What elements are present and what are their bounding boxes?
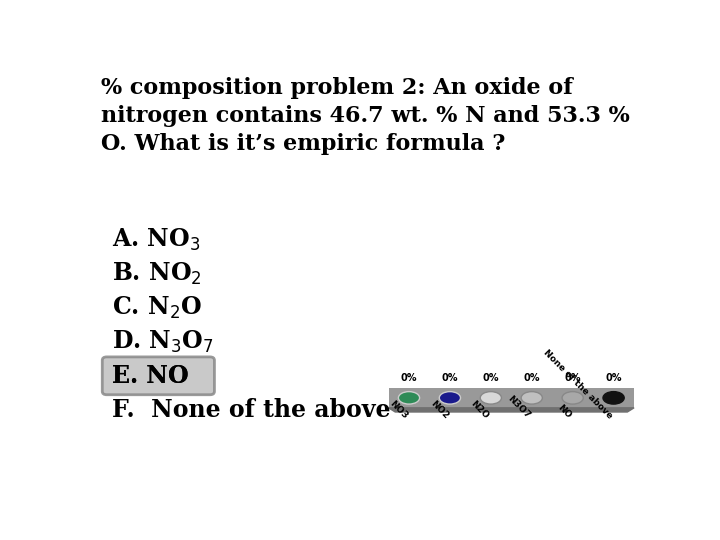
Text: 0%: 0%	[401, 373, 418, 383]
Text: 0%: 0%	[482, 373, 499, 383]
Ellipse shape	[562, 392, 583, 404]
Text: D. N$_3$O$_7$: D. N$_3$O$_7$	[112, 329, 215, 355]
Text: C. N$_2$O: C. N$_2$O	[112, 294, 202, 321]
Text: N3O7: N3O7	[505, 394, 532, 421]
Ellipse shape	[603, 392, 624, 404]
FancyBboxPatch shape	[102, 357, 215, 395]
Text: None of the above: None of the above	[541, 348, 613, 421]
Text: 0%: 0%	[564, 373, 581, 383]
Ellipse shape	[398, 392, 420, 404]
FancyBboxPatch shape	[389, 388, 634, 408]
Text: 0%: 0%	[606, 373, 622, 383]
Text: NO3: NO3	[387, 399, 409, 421]
Text: N2O: N2O	[469, 399, 491, 421]
Text: NO2: NO2	[428, 399, 450, 421]
Polygon shape	[389, 408, 634, 412]
Text: F.  None of the above: F. None of the above	[112, 398, 391, 422]
Ellipse shape	[521, 392, 542, 404]
Text: 0%: 0%	[523, 373, 540, 383]
Ellipse shape	[480, 392, 501, 404]
Text: E. NO: E. NO	[112, 364, 189, 388]
Text: % composition problem 2: An oxide of
nitrogen contains 46.7 wt. % N and 53.3 %
O: % composition problem 2: An oxide of nit…	[101, 77, 630, 155]
Text: B. NO$_2$: B. NO$_2$	[112, 260, 202, 287]
Text: E. NO: E. NO	[112, 364, 189, 388]
Text: 0%: 0%	[441, 373, 458, 383]
Text: A. NO$_3$: A. NO$_3$	[112, 226, 201, 253]
Ellipse shape	[439, 392, 461, 404]
Text: NO: NO	[555, 403, 572, 421]
